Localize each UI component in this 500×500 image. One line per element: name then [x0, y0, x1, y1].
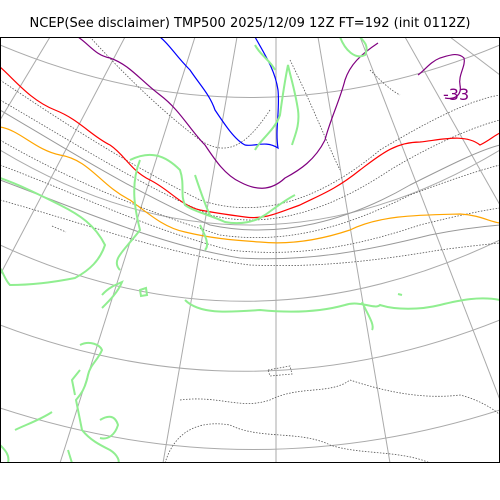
longitude-line: [449, 37, 500, 76]
longitude-line: [59, 37, 196, 463]
coastline: [115, 159, 142, 271]
coastlines: [0, 37, 500, 463]
isotherm-line: [0, 99, 500, 221]
coastline: [254, 64, 300, 151]
isotherm-orange: [0, 126, 500, 244]
latitude-line: [0, 44, 500, 98]
longitude-lines: [0, 37, 500, 463]
coastline: [67, 449, 73, 463]
isotherms-gray: [0, 109, 500, 260]
isotherm-line: [267, 365, 293, 377]
coastline: [14, 411, 53, 431]
map-border: [0, 37, 500, 463]
chart-title: NCEP(See disclaimer) TMP500 2025/12/09 1…: [29, 16, 471, 31]
isotherm-purple: [417, 53, 465, 100]
coastline: [254, 44, 276, 71]
longitude-line: [404, 37, 500, 206]
latitude-line: [0, 239, 500, 302]
isotherm-line: [164, 423, 431, 463]
coastline: [0, 177, 107, 287]
isotherm-line: [89, 37, 271, 149]
latitude-line: [0, 149, 500, 226]
isotherm-line: [0, 109, 500, 231]
isotherm-line: [0, 79, 500, 209]
isotherm-line: [289, 59, 341, 171]
longitude-line: [317, 37, 391, 463]
coastline: [138, 286, 149, 298]
longitude-line: [0, 37, 51, 121]
coastline: [339, 37, 368, 58]
isotherm-line: [0, 179, 500, 260]
latitude-line: [0, 407, 500, 450]
coastline: [99, 415, 120, 440]
coastline: [70, 369, 81, 396]
coastline: [397, 293, 403, 296]
coastline: [0, 444, 10, 463]
coastline: [74, 341, 120, 463]
isotherm-line: [0, 139, 500, 238]
isotherm-label-minus-33: -33: [443, 85, 469, 104]
isotherm-purple: [77, 37, 379, 189]
coastline: [129, 153, 296, 225]
isotherm-line: [179, 379, 500, 416]
map-panel: -33: [0, 37, 500, 463]
isotherm-line: [0, 199, 500, 267]
latitude-lines: [0, 44, 500, 450]
isotherm-line: [0, 164, 500, 253]
coastline: [199, 224, 209, 251]
isotherm-line: [51, 225, 67, 233]
coastline: [184, 297, 500, 313]
coastline: [361, 301, 374, 331]
longitude-line: [359, 37, 500, 401]
isotherm-red: [0, 66, 500, 219]
coastline: [194, 174, 211, 216]
latitude-line: [0, 319, 500, 372]
coastline: [101, 280, 124, 309]
isotherms-dotted: [0, 37, 500, 463]
isotherm-blue: [159, 37, 280, 150]
isotherm-line: [369, 69, 401, 96]
